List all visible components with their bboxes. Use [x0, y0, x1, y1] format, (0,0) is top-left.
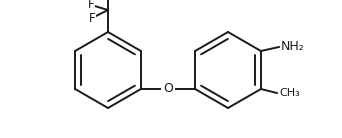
Text: F: F	[89, 12, 95, 25]
Text: O: O	[163, 83, 173, 95]
Text: F: F	[88, 0, 94, 11]
Text: NH₂: NH₂	[281, 40, 305, 54]
Text: CH₃: CH₃	[279, 88, 300, 98]
